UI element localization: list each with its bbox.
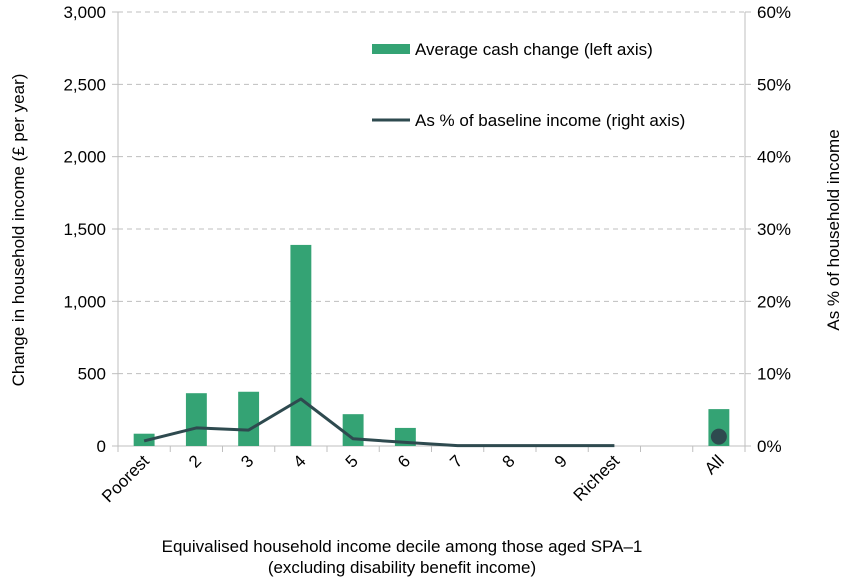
x-tick-label: 5 bbox=[342, 451, 362, 471]
axes bbox=[112, 11, 751, 452]
y2-tick-label: 10% bbox=[757, 365, 791, 384]
y-tick-label: 2,000 bbox=[63, 148, 106, 167]
y2-tick-label: 60% bbox=[757, 3, 791, 22]
y2-tick-label: 20% bbox=[757, 292, 791, 311]
all-point-marker bbox=[710, 428, 727, 445]
x-tick-label: 4 bbox=[290, 451, 310, 471]
y2-tick-label: 40% bbox=[757, 148, 791, 167]
y-axis-title: Change in household income (£ per year) bbox=[9, 74, 28, 387]
bar bbox=[185, 393, 207, 446]
y-tick-label: 0 bbox=[97, 437, 106, 456]
legend-line-label: As % of baseline income (right axis) bbox=[415, 111, 685, 130]
x-tick-label: Poorest bbox=[98, 451, 153, 506]
legend-bar-label: Average cash change (left axis) bbox=[415, 40, 653, 59]
y2-tick-label: 30% bbox=[757, 220, 791, 239]
left-y-tick-labels: 0 500 1,000 1,500 2,000 2,500 3,000 bbox=[63, 3, 106, 456]
bar bbox=[238, 391, 260, 446]
right-y-tick-labels: 0% 10% 20% 30% 40% 50% 60% bbox=[757, 3, 791, 456]
y-tick-label: 1,000 bbox=[63, 292, 106, 311]
x-tick-label: 6 bbox=[394, 451, 414, 471]
x-tick-label: All bbox=[701, 451, 728, 478]
series-line bbox=[143, 397, 615, 448]
legend-bar-swatch bbox=[372, 44, 410, 54]
x-axis-title-line2: (excluding disability benefit income) bbox=[268, 558, 536, 577]
y-tick-label: 2,500 bbox=[63, 75, 106, 94]
legend: Average cash change (left axis) As % of … bbox=[372, 40, 685, 130]
x-tick-label: 3 bbox=[237, 451, 257, 471]
x-tick-label: 8 bbox=[499, 451, 519, 471]
x-tick-label: 2 bbox=[185, 451, 205, 471]
y2-axis-title: As % of household income bbox=[824, 129, 843, 330]
bar bbox=[290, 244, 312, 446]
y-tick-label: 500 bbox=[78, 365, 106, 384]
x-axis-title-line1: Equivalised household income decile amon… bbox=[162, 537, 643, 556]
y2-tick-label: 50% bbox=[757, 75, 791, 94]
bar-series bbox=[133, 244, 730, 446]
x-tick-label: 7 bbox=[446, 451, 466, 471]
y-tick-label: 1,500 bbox=[63, 220, 106, 239]
bar bbox=[342, 414, 364, 446]
gridlines bbox=[118, 11, 745, 375]
x-tick-label: Richest bbox=[570, 451, 624, 505]
y2-tick-label: 0% bbox=[757, 437, 782, 456]
x-tick-label: 9 bbox=[551, 451, 571, 471]
y-tick-label: 3,000 bbox=[63, 3, 106, 22]
line-series bbox=[143, 397, 727, 448]
